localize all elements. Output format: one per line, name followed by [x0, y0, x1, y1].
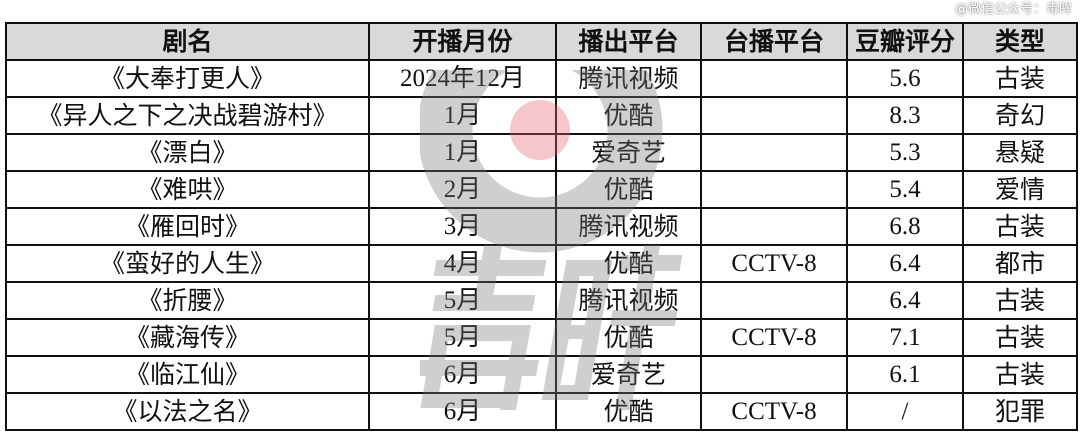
- cell-streaming-platform: 爱奇艺: [555, 355, 702, 394]
- table-row: 《异人之下之决战碧游村》 1月 优酷 8.3 奇幻: [5, 96, 1078, 135]
- cell-genre: 犯罪: [962, 392, 1078, 431]
- cell-premiere-month: 6月: [368, 355, 557, 394]
- header-douban-rating: 豆瓣评分: [846, 22, 964, 61]
- cell-douban-rating: 6.1: [846, 355, 964, 394]
- cell-streaming-platform: 腾讯视频: [555, 59, 702, 98]
- cell-streaming-platform: 优酷: [555, 96, 702, 135]
- cell-genre: 古装: [962, 59, 1078, 98]
- cell-douban-rating: 5.6: [846, 59, 964, 98]
- cell-drama-name: 《难哄》: [5, 170, 370, 209]
- cell-douban-rating: 6.8: [846, 207, 964, 246]
- header-row: 剧名 开播月份 播出平台 台播平台 豆瓣评分 类型: [5, 22, 1078, 61]
- cell-douban-rating: /: [846, 392, 964, 431]
- header-streaming-platform: 播出平台: [555, 22, 702, 61]
- header-premiere-month: 开播月份: [368, 22, 557, 61]
- cell-tv-platform: CCTV-8: [700, 392, 848, 431]
- cell-genre: 都市: [962, 244, 1078, 283]
- table-row: 《蛮好的人生》 4月 优酷 CCTV-8 6.4 都市: [5, 244, 1078, 283]
- cell-tv-platform: CCTV-8: [700, 244, 848, 283]
- cell-tv-platform: [700, 207, 848, 246]
- cell-premiere-month: 2024年12月: [368, 59, 557, 98]
- cell-genre: 古装: [962, 281, 1078, 320]
- cell-tv-platform: [700, 59, 848, 98]
- cell-genre: 古装: [962, 207, 1078, 246]
- cell-premiere-month: 2月: [368, 170, 557, 209]
- header-tv-platform: 台播平台: [700, 22, 848, 61]
- watermark-text: @微信公众号：毒眸: [954, 2, 1072, 17]
- cell-douban-rating: 6.4: [846, 281, 964, 320]
- cell-douban-rating: 8.3: [846, 96, 964, 135]
- table-row: 《雁回时》 3月 腾讯视频 6.8 古装: [5, 207, 1078, 246]
- table-row: 《折腰》 5月 腾讯视频 6.4 古装: [5, 281, 1078, 320]
- cell-streaming-platform: 腾讯视频: [555, 207, 702, 246]
- cell-genre: 古装: [962, 355, 1078, 394]
- cell-drama-name: 《漂白》: [5, 133, 370, 172]
- cell-genre: 奇幻: [962, 96, 1078, 135]
- cell-streaming-platform: 优酷: [555, 244, 702, 283]
- table-row: 《以法之名》 6月 优酷 CCTV-8/犯罪: [5, 392, 1078, 431]
- cell-streaming-platform: 优酷: [555, 318, 702, 357]
- cell-tv-platform: [700, 133, 848, 172]
- cell-tv-platform: CCTV-8: [700, 318, 848, 357]
- cell-douban-rating: 5.4: [846, 170, 964, 209]
- cell-genre: 悬疑: [962, 133, 1078, 172]
- cell-premiere-month: 3月: [368, 207, 557, 246]
- cell-drama-name: 《蛮好的人生》: [5, 244, 370, 283]
- cell-premiere-month: 1月: [368, 133, 557, 172]
- cell-drama-name: 《雁回时》: [5, 207, 370, 246]
- table-row: 《大奉打更人》 2024年12月 腾讯视频 5.6 古装: [5, 59, 1078, 98]
- cell-tv-platform: [700, 170, 848, 209]
- cell-premiere-month: 5月: [368, 281, 557, 320]
- cell-premiere-month: 5月: [368, 318, 557, 357]
- table-row: 《漂白》 1月 爱奇艺 5.3 悬疑: [5, 133, 1078, 172]
- cell-genre: 古装: [962, 318, 1078, 357]
- cell-drama-name: 《以法之名》: [5, 392, 370, 431]
- cell-tv-platform: [700, 96, 848, 135]
- cell-drama-name: 《藏海传》: [5, 318, 370, 357]
- cell-premiere-month: 4月: [368, 244, 557, 283]
- cell-streaming-platform: 优酷: [555, 392, 702, 431]
- cell-tv-platform: [700, 281, 848, 320]
- table-row: 《藏海传》 5月 优酷 CCTV-8 7.1 古装: [5, 318, 1078, 357]
- table-row: 《临江仙》 6月 爱奇艺 6.1 古装: [5, 355, 1078, 394]
- cell-streaming-platform: 腾讯视频: [555, 281, 702, 320]
- header-drama-name: 剧名: [5, 22, 370, 61]
- cell-douban-rating: 5.3: [846, 133, 964, 172]
- cell-streaming-platform: 爱奇艺: [555, 133, 702, 172]
- cell-drama-name: 《折腰》: [5, 281, 370, 320]
- header-genre: 类型: [962, 22, 1078, 61]
- drama-table: 剧名 开播月份 播出平台 台播平台 豆瓣评分 类型 《大奉打更人》 2024年12月 腾讯视频…: [5, 22, 1078, 431]
- cell-streaming-platform: 优酷: [555, 170, 702, 209]
- cell-genre: 爱情: [962, 170, 1078, 209]
- cell-drama-name: 《异人之下之决战碧游村》: [5, 96, 370, 135]
- cell-douban-rating: 7.1: [846, 318, 964, 357]
- table-row: 《难哄》 2月 优酷 5.4 爱情: [5, 170, 1078, 209]
- cell-drama-name: 《临江仙》: [5, 355, 370, 394]
- cell-douban-rating: 6.4: [846, 244, 964, 283]
- cell-tv-platform: [700, 355, 848, 394]
- cell-premiere-month: 1月: [368, 96, 557, 135]
- cell-drama-name: 《大奉打更人》: [5, 59, 370, 98]
- cell-premiere-month: 6月: [368, 392, 557, 431]
